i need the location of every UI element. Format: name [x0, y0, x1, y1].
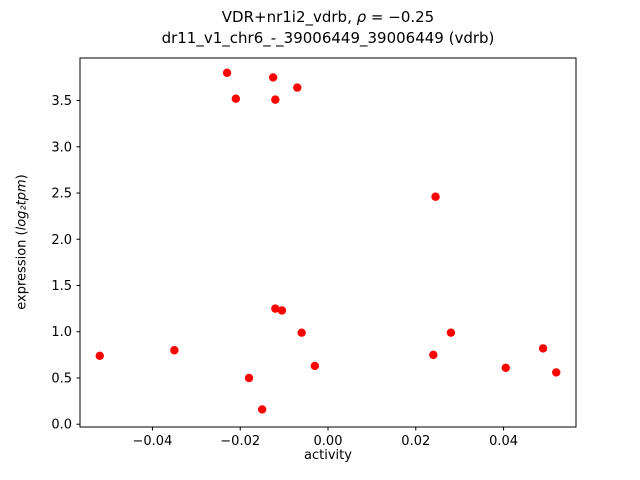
scatter-point: [257, 405, 267, 414]
x-axis-label: activity: [304, 448, 352, 463]
chart-title-value: = −0.25: [366, 8, 435, 26]
x-tick-label: 0.00: [314, 434, 343, 449]
scatter-point: [297, 328, 306, 337]
y-axis-label: expression (log₂tpm): [15, 174, 30, 309]
x-tick-label: 0.04: [489, 434, 518, 449]
y-tick-label: 3.5: [51, 94, 72, 109]
x-tick-label: −0.04: [133, 434, 173, 449]
scatter-point: [538, 344, 548, 353]
scatter-point: [277, 306, 287, 315]
scatter-point: [268, 73, 278, 82]
scatter-point: [501, 363, 510, 373]
y-tick-label: 3.0: [51, 140, 72, 155]
chart-title-block: VDR+nr1i2_vdrb, ρ = −0.25 dr11_v1_chr6_-…: [80, 7, 576, 49]
chart-title-prefix: VDR+nr1i2_vdrb,: [221, 8, 357, 26]
scatter-point: [95, 351, 104, 360]
plot-border: [79, 57, 577, 428]
y-tick-label: 2.0: [51, 233, 72, 248]
y-tick-label: 0.5: [51, 371, 72, 386]
y-tick-label: 2.5: [51, 187, 72, 202]
scatter-point: [310, 361, 320, 371]
scatter-point: [231, 94, 241, 103]
y-tick-label: 0.0: [51, 418, 72, 433]
scatter-point: [552, 368, 561, 377]
scatter-point: [271, 95, 280, 104]
scatter-point: [293, 83, 302, 92]
x-tick-label: 0.02: [401, 434, 430, 449]
chart-subtitle: dr11_v1_chr6_-_39006449_39006449 (vdrb): [161, 29, 495, 47]
y-tick-label: 1.5: [51, 279, 72, 294]
y-tick-label: 1.0: [51, 325, 72, 340]
y-axis-label-suffix: ): [14, 174, 30, 180]
scatter-point: [429, 350, 438, 360]
scatter-point: [244, 373, 254, 383]
scatter-point: [222, 68, 232, 77]
scatter-point: [431, 192, 440, 201]
y-axis-label-prefix: expression (: [14, 230, 30, 310]
x-tick-label: −0.02: [220, 434, 260, 449]
y-axis-label-math: log₂tpm: [14, 179, 30, 231]
scatter-point: [446, 328, 456, 337]
scatter-point: [170, 346, 179, 355]
chart-title-rho: ρ: [356, 8, 367, 26]
scatter-point: [271, 304, 280, 313]
chart-title: VDR+nr1i2_vdrb, ρ = −0.25: [80, 7, 576, 28]
